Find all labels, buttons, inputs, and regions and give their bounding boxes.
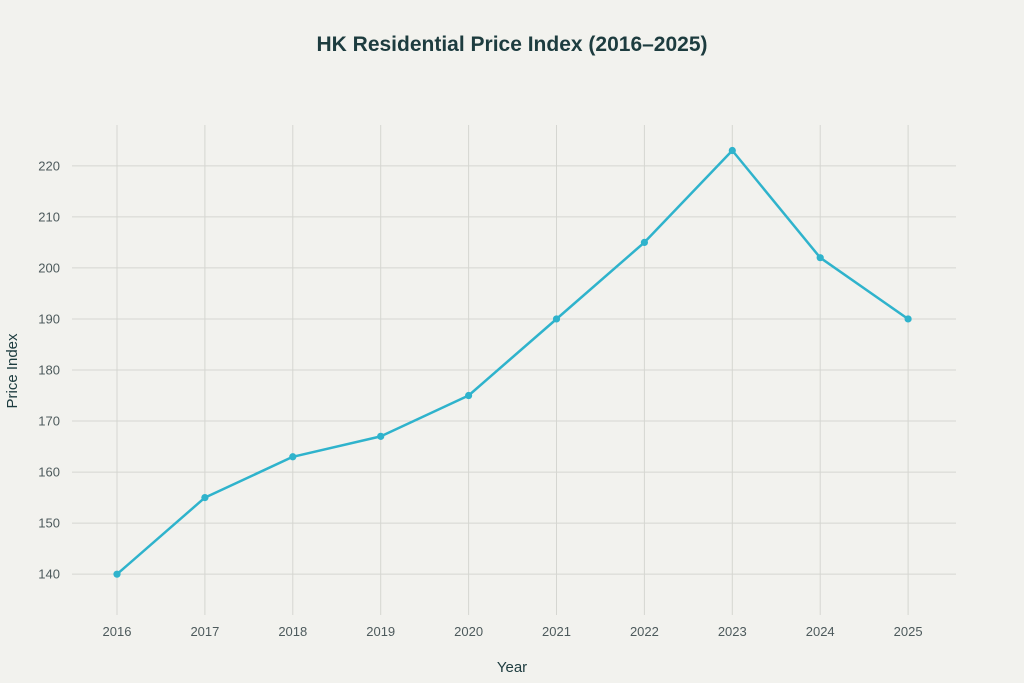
y-tick-label: 190 xyxy=(38,311,60,326)
y-tick-label: 170 xyxy=(38,414,60,429)
data-point xyxy=(201,494,209,502)
x-tick-label: 2025 xyxy=(894,624,923,639)
y-tick-label: 200 xyxy=(38,260,60,275)
series-line xyxy=(115,149,910,576)
data-point xyxy=(728,146,736,155)
y-axis-ticks: 140 150 160 170 180 190 200 210 220 xyxy=(38,158,60,581)
x-tick-label: 2022 xyxy=(630,624,659,639)
data-point xyxy=(552,315,561,323)
data-point xyxy=(465,391,473,400)
y-tick-label: 220 xyxy=(38,158,60,173)
data-point xyxy=(289,453,297,461)
y-tick-label: 160 xyxy=(38,465,60,480)
x-tick-label: 2019 xyxy=(366,624,395,639)
y-axis-title: Price Index xyxy=(4,333,21,409)
x-tick-label: 2020 xyxy=(454,624,483,639)
data-point xyxy=(377,432,385,440)
x-tick-label: 2021 xyxy=(542,624,571,639)
data-point xyxy=(816,254,824,262)
x-tick-label: 2016 xyxy=(103,624,132,639)
y-tick-label: 140 xyxy=(38,567,60,582)
data-point xyxy=(640,238,649,246)
data-point xyxy=(113,570,121,578)
series-group xyxy=(113,146,912,578)
x-tick-label: 2024 xyxy=(806,624,835,639)
chart-title: HK Residential Price Index (2016–2025) xyxy=(316,33,707,56)
y-tick-label: 210 xyxy=(38,209,60,224)
x-tick-label: 2018 xyxy=(278,624,307,639)
x-axis-ticks: 2016 2017 2018 2019 2020 2021 2022 2023 2024 2025 xyxy=(103,624,923,639)
x-tick-label: 2023 xyxy=(718,624,747,639)
data-point xyxy=(904,315,912,323)
x-tick-label: 2017 xyxy=(190,624,219,639)
y-tick-label: 150 xyxy=(38,516,60,531)
y-tick-label: 180 xyxy=(38,363,60,378)
x-axis-title: Year xyxy=(497,659,527,676)
grid xyxy=(72,125,956,615)
